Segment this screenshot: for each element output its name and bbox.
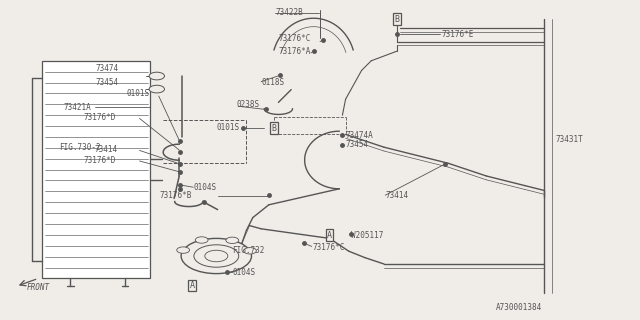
Text: 73176*D: 73176*D	[83, 156, 116, 164]
Text: 73176*B: 73176*B	[160, 191, 193, 200]
Text: 0238S: 0238S	[237, 100, 260, 109]
Circle shape	[195, 237, 208, 243]
Circle shape	[149, 72, 164, 80]
Text: 73454: 73454	[346, 140, 369, 149]
Text: 73414: 73414	[95, 145, 118, 154]
Text: 73176*C: 73176*C	[312, 243, 345, 252]
Bar	[42, 61, 150, 278]
Circle shape	[181, 238, 252, 274]
Circle shape	[177, 247, 189, 253]
Circle shape	[226, 237, 239, 244]
Text: 73421A: 73421A	[64, 103, 92, 112]
Text: 0118S: 0118S	[261, 78, 284, 87]
Text: 0104S: 0104S	[232, 268, 255, 277]
Text: 73176*C: 73176*C	[278, 34, 311, 43]
Text: 73414: 73414	[385, 191, 408, 200]
Text: FRONT: FRONT	[27, 284, 50, 292]
Text: B: B	[394, 15, 399, 24]
Circle shape	[149, 85, 164, 93]
Text: 0101S: 0101S	[127, 89, 150, 98]
Text: 0101S: 0101S	[216, 123, 239, 132]
Text: 73176*D: 73176*D	[83, 113, 116, 122]
Circle shape	[194, 245, 239, 267]
Circle shape	[244, 248, 257, 254]
Text: 73176*E: 73176*E	[442, 30, 474, 39]
Text: W205117: W205117	[351, 231, 383, 240]
Text: 73454: 73454	[96, 77, 119, 86]
Text: A730001384: A730001384	[496, 303, 542, 312]
Text: 73474: 73474	[96, 65, 119, 74]
Circle shape	[205, 250, 228, 262]
Text: 73474A: 73474A	[346, 131, 373, 140]
Text: FIG.732: FIG.732	[232, 246, 264, 255]
Text: 73431T: 73431T	[556, 135, 583, 144]
Text: 73422B: 73422B	[275, 8, 303, 17]
Text: A: A	[327, 231, 332, 240]
Text: 0104S: 0104S	[194, 183, 217, 192]
Text: A: A	[189, 281, 195, 290]
Text: 73176*A: 73176*A	[278, 47, 311, 56]
Text: FIG.730-2: FIG.730-2	[59, 143, 100, 152]
Text: B: B	[271, 124, 276, 132]
